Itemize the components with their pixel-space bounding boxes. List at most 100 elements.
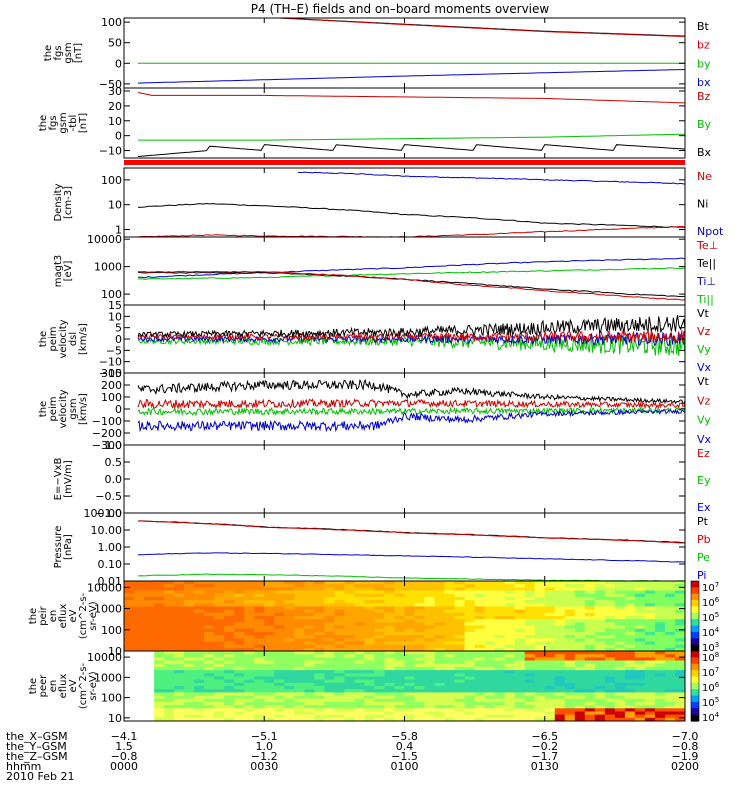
spectrogram-cell [434,609,446,614]
spectrogram-cell [374,695,385,700]
spectrogram-cell [414,635,426,639]
spectrogram-cell [484,708,496,713]
spectrogram-cell [675,635,685,639]
spectrogram-cell [474,612,486,617]
spectrogram-cell [274,647,285,651]
spectrogram-cell [524,581,536,585]
colorbar-segment [691,600,699,608]
spectrogram-cell [584,692,596,697]
spectrogram-cell [665,657,676,662]
spectrogram-cell [564,603,576,608]
spectrogram-cell [334,584,345,588]
spectrogram-cell [624,689,636,693]
spectrogram-cell [314,670,325,674]
spectrogram-cell [534,676,546,681]
spectrogram-cell [444,717,456,721]
spectrogram-cell [434,619,446,623]
spectrogram-cell [434,612,446,617]
y-axis-label: the [43,45,54,61]
spectrogram-cell [304,673,315,678]
spectrogram-cell [634,628,646,633]
spectrogram-cell [434,590,446,595]
spectrogram-cell [204,666,215,671]
spectrogram-cell [294,647,305,651]
spectrogram-cell [344,670,355,674]
spectrogram-cell [304,701,315,706]
spectrogram-cell [484,581,496,585]
spectrogram-cell [614,686,626,690]
spectrogram-cell [665,641,676,646]
spectrogram-cell [124,698,135,703]
spectrogram-cell [314,587,325,592]
spectrogram-cell [154,625,165,630]
time-axis-row-label: hhmm [6,760,41,773]
spectrogram-cell [494,638,506,643]
spectrogram-cell [504,625,516,630]
spectrogram-cell [544,663,556,668]
spectrogram-cell [224,596,235,601]
spectrogram-cell [544,609,556,614]
spectrogram-cell [134,596,145,601]
spectrogram-cell [424,612,436,617]
spectrogram-cell [234,590,245,595]
y-axis-label: the [38,115,49,131]
y-tick-label: 0.01 [98,575,123,588]
spectrogram-cell [454,625,466,630]
spectrogram-cell [234,593,245,598]
spectrogram-cell [544,638,556,643]
spectrogram-cell [314,692,325,697]
spectrogram-cell [394,676,406,681]
spectrogram-cell [454,596,466,601]
spectrogram-cell [474,695,486,700]
spectrogram-cell [675,628,685,633]
spectrogram-cell [654,625,666,630]
spectrogram-cell [224,657,235,662]
spectrogram-cell [665,714,676,719]
spectrogram-cell [294,657,305,662]
spectrogram-cell [294,695,305,700]
spectrogram-cell [624,606,636,611]
spectrogram-cell [404,593,416,598]
spectrogram-cell [574,628,586,633]
spectrogram-cell [374,641,385,646]
spectrogram-cell [644,612,656,617]
spectrogram-cell [484,670,496,674]
spectrogram-cell [514,641,526,646]
spectrogram-cell [324,619,335,623]
spectrogram-cell [665,638,676,643]
spectrogram-cell [524,676,536,681]
spectrogram-cell [675,603,685,608]
panel-2-series-1 [137,92,685,104]
colorbar-segment [691,631,699,639]
spectrogram-cell [344,689,355,693]
legend-entry: Pi [697,569,706,582]
spectrogram-cell [254,581,265,585]
spectrogram-cell [194,689,205,693]
spectrogram-cell [634,606,646,611]
spectrogram-cell [464,644,476,649]
spectrogram-cell [164,714,175,719]
time-axis-value: 0130 [531,760,559,773]
spectrogram-cell [314,600,325,604]
legend-entry: Bt [697,20,710,33]
spectrogram-cell [174,644,185,649]
spectrogram-cell [614,660,626,665]
spectrogram-cell [384,644,396,649]
y-tick-label: 50 [108,37,122,50]
spectrogram-cell [424,609,436,614]
spectrogram-cell [364,705,375,709]
spectrogram-cell [574,679,586,684]
spectrogram-cell [154,682,165,687]
spectrogram-cell [584,641,596,646]
spectrogram-cell [284,619,295,623]
spectrogram-cell [444,698,456,703]
spectrogram-cell [264,679,275,684]
spectrogram-cell [564,631,576,636]
spectrogram-cell [424,708,436,713]
spectrogram-cell [294,682,305,687]
spectrogram-cell [654,686,666,690]
spectrogram-cell [224,600,235,604]
spectrogram-cell [424,717,436,721]
spectrogram-cell [264,698,275,703]
